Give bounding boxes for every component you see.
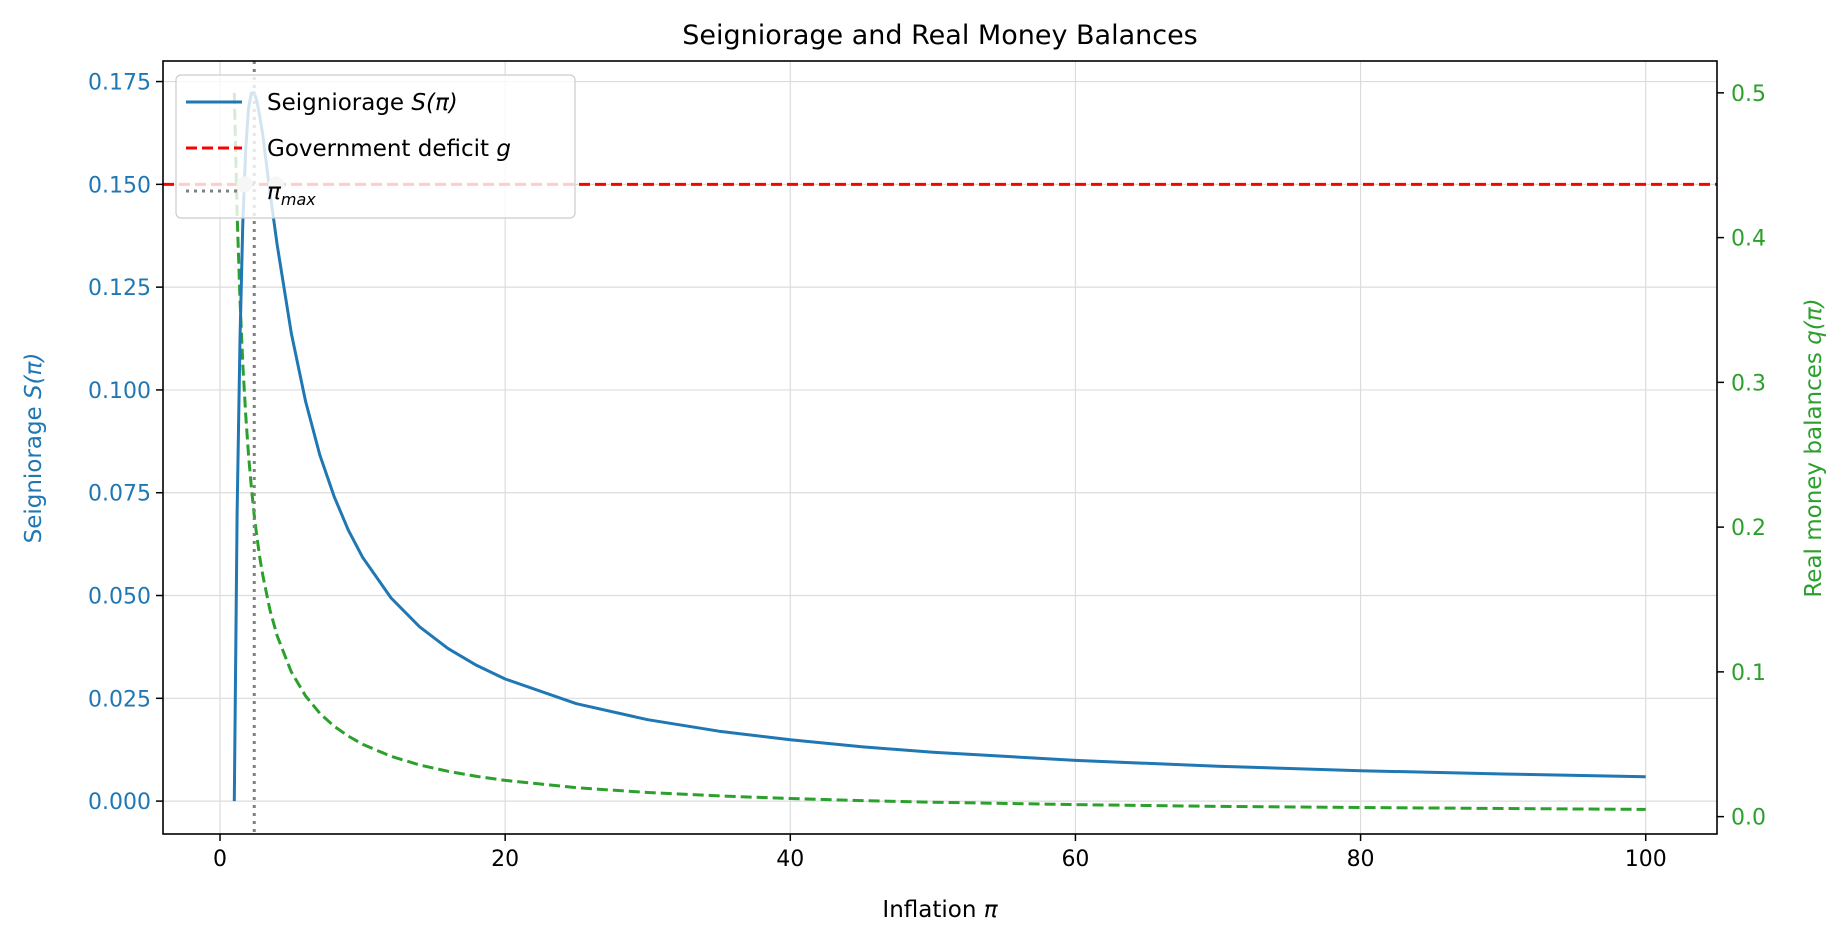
legend-label-deficit-text: Government deficit bbox=[267, 136, 496, 162]
y-left-tick-label: 0.050 bbox=[88, 585, 151, 610]
y-right-tick-label: 0.5 bbox=[1731, 82, 1766, 107]
legend-label-pimax-subscript: max bbox=[281, 190, 316, 209]
y-axis-left-label-symbol: S(π) bbox=[21, 353, 47, 399]
legend-label-pimax: πmax bbox=[267, 179, 316, 209]
y-right-tick-label: 0.0 bbox=[1731, 806, 1766, 831]
y-right-tick-label: 0.3 bbox=[1731, 371, 1766, 396]
legend-box bbox=[175, 74, 576, 219]
y-right-tick-label: 0.1 bbox=[1731, 661, 1766, 686]
x-tick-label: 60 bbox=[1061, 847, 1089, 872]
y-left-tick-label: 0.175 bbox=[88, 71, 151, 96]
grid bbox=[163, 61, 1717, 834]
x-axis-label: Inflation π bbox=[882, 897, 998, 923]
legend-label-deficit-math: g bbox=[496, 136, 511, 162]
series-line-real-money-balances bbox=[232, 92, 1646, 811]
x-tick-label: 100 bbox=[1625, 847, 1667, 872]
y-axis-left-label-text: Seigniorage bbox=[21, 399, 47, 543]
legend: Seigniorage S(π) Government deficit g πm… bbox=[175, 74, 576, 219]
y-axis-right-label: Real money balances q(π) bbox=[1801, 298, 1827, 597]
x-tick-label: 80 bbox=[1347, 847, 1375, 872]
chart-title: Seigniorage and Real Money Balances bbox=[682, 20, 1198, 51]
x-axis-label-symbol: π bbox=[984, 897, 999, 923]
y-axis-left-label: Seigniorage S(π) bbox=[21, 353, 47, 544]
x-axis-label-text: Inflation bbox=[882, 897, 983, 923]
plot-frame bbox=[162, 60, 1718, 835]
legend-label-deficit: Government deficit g bbox=[267, 136, 511, 162]
y-left-tick-label: 0.075 bbox=[88, 482, 151, 507]
y-left-tick-label: 0.000 bbox=[88, 790, 151, 815]
legend-label-seigniorage-math: S(π) bbox=[411, 90, 457, 116]
legend-label-seigniorage: Seigniorage S(π) bbox=[267, 90, 458, 116]
axes-layer: 0 20 40 60 80 100 0.000 0.025 0.050 0.075 0.100 0.1… bbox=[88, 71, 1766, 872]
legend-label-seigniorage-text: Seigniorage bbox=[267, 90, 411, 116]
y-left-tick-label: 0.125 bbox=[88, 276, 151, 301]
y-right-tick-label: 0.4 bbox=[1731, 227, 1766, 252]
y-left-tick-label: 0.150 bbox=[88, 173, 151, 198]
y-left-tick-label: 0.025 bbox=[88, 687, 151, 712]
legend-label-pimax-symbol: π bbox=[267, 179, 282, 205]
y-axis-right-label-symbol: q(π) bbox=[1801, 298, 1827, 344]
y-left-tick-label: 0.100 bbox=[88, 379, 151, 404]
x-tick-label: 40 bbox=[776, 847, 804, 872]
x-tick-label: 20 bbox=[491, 847, 519, 872]
y-axis-right-label-text: Real money balances bbox=[1801, 345, 1827, 598]
y-right-tick-label: 0.2 bbox=[1731, 516, 1766, 541]
x-tick-label: 0 bbox=[213, 847, 227, 872]
